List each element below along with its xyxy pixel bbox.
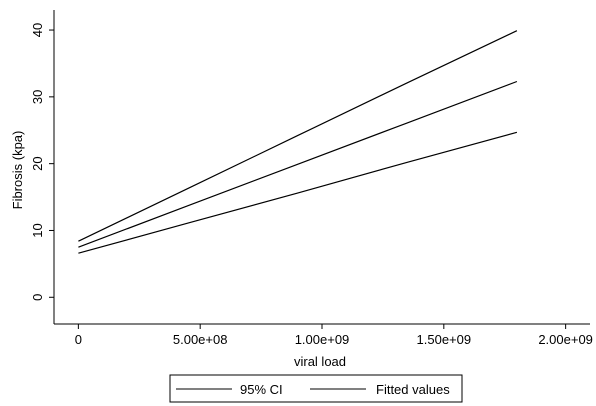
series-line-upper [78,30,518,242]
y-tick-label: 0 [30,294,45,301]
x-ticks: 0 5.00e+08 1.00e+09 1.50e+09 2.00e+09 [75,324,593,347]
y-ticks: 0 10 20 30 40 [30,23,54,301]
legend-label-fitted: Fitted values [376,382,450,397]
x-tick-label: 0 [75,332,82,347]
legend-label-ci: 95% CI [240,382,283,397]
x-tick-label: 2.00e+09 [538,332,593,347]
series-line-lower [78,131,518,254]
y-axis-title: Fibrosis (kpa) [10,131,25,210]
x-tick-label: 5.00e+08 [173,332,228,347]
series-line-fit [78,80,518,248]
x-tick-label: 1.50e+09 [417,332,472,347]
y-tick-label: 20 [30,156,45,170]
y-tick-label: 40 [30,23,45,37]
x-axis-title: viral load [294,354,346,369]
series-lines [78,30,518,254]
y-tick-label: 10 [30,223,45,237]
y-tick-label: 30 [30,90,45,104]
x-tick-label: 1.00e+09 [295,332,350,347]
plot-area: 0 10 20 30 40 0 5.00e+08 1.00e+09 1.50e+09 2.00e… [30,10,593,347]
legend: 95% CI Fitted values [169,374,463,403]
